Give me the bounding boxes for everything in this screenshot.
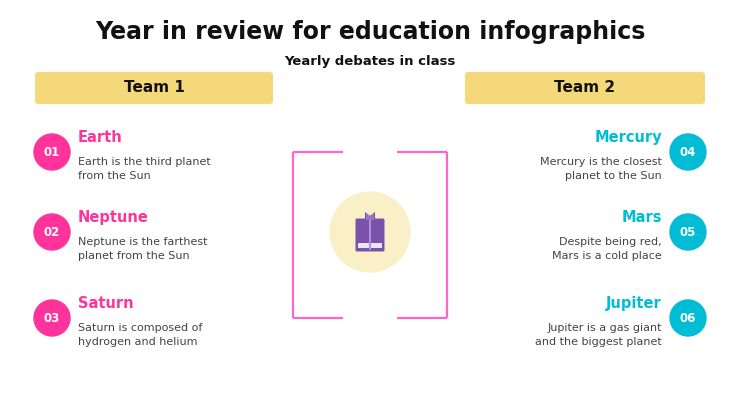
Text: Earth is the third planet
from the Sun: Earth is the third planet from the Sun — [78, 157, 211, 181]
Text: Year in review for education infographics: Year in review for education infographic… — [95, 20, 645, 44]
Circle shape — [670, 300, 706, 336]
Text: Neptune is the farthest
planet from the Sun: Neptune is the farthest planet from the … — [78, 237, 207, 261]
Polygon shape — [365, 212, 375, 220]
FancyBboxPatch shape — [355, 218, 385, 252]
Text: Mars: Mars — [622, 210, 662, 225]
Text: 04: 04 — [680, 146, 696, 158]
Text: Yearly debates in class: Yearly debates in class — [284, 55, 456, 69]
Text: Saturn is composed of
hydrogen and helium: Saturn is composed of hydrogen and heliu… — [78, 323, 202, 347]
Text: 06: 06 — [680, 312, 696, 324]
Circle shape — [34, 300, 70, 336]
Text: Saturn: Saturn — [78, 296, 134, 311]
Text: Mercury is the closest
planet to the Sun: Mercury is the closest planet to the Sun — [540, 157, 662, 181]
Text: Team 1: Team 1 — [124, 81, 184, 96]
Text: Despite being red,
Mars is a cold place: Despite being red, Mars is a cold place — [552, 237, 662, 261]
FancyBboxPatch shape — [35, 72, 273, 104]
Text: Mercury: Mercury — [594, 130, 662, 145]
Circle shape — [34, 134, 70, 170]
FancyBboxPatch shape — [358, 243, 382, 248]
Text: 03: 03 — [44, 312, 60, 324]
Circle shape — [670, 214, 706, 250]
Polygon shape — [366, 213, 374, 220]
Text: Earth: Earth — [78, 130, 123, 145]
Text: Neptune: Neptune — [78, 210, 149, 225]
Text: Jupiter is a gas giant
and the biggest planet: Jupiter is a gas giant and the biggest p… — [535, 323, 662, 347]
Circle shape — [34, 214, 70, 250]
Circle shape — [670, 134, 706, 170]
Text: 05: 05 — [680, 225, 696, 238]
Text: 02: 02 — [44, 225, 60, 238]
Circle shape — [330, 192, 410, 272]
FancyBboxPatch shape — [465, 72, 705, 104]
Text: Jupiter: Jupiter — [606, 296, 662, 311]
Text: 01: 01 — [44, 146, 60, 158]
Text: Team 2: Team 2 — [554, 81, 616, 96]
